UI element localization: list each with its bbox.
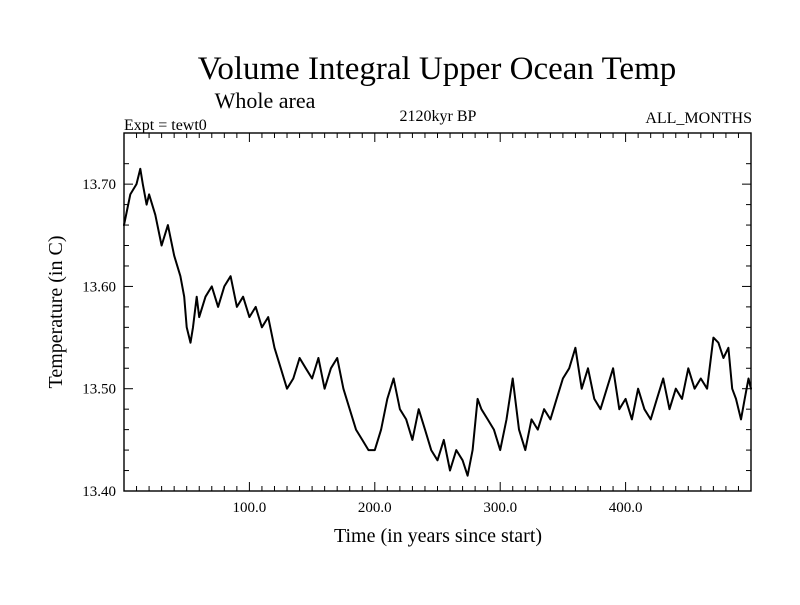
x-tick-label: 100.0	[233, 500, 267, 516]
months-label: ALL_MONTHS	[645, 110, 752, 127]
chart-title: Volume Integral Upper Ocean Temp	[198, 51, 676, 87]
y-tick-label: 13.60	[82, 279, 116, 295]
x-tick-label: 300.0	[483, 500, 517, 516]
x-tick-label: 400.0	[609, 500, 643, 516]
experiment-label: Expt = tewt0	[124, 117, 207, 134]
temperature-series-line	[123, 167, 752, 477]
y-tick-label: 13.50	[82, 382, 116, 398]
y-axis-label: Temperature (in C)	[45, 236, 67, 389]
y-tick-label: 13.40	[82, 484, 116, 500]
x-tick-label: 200.0	[358, 500, 392, 516]
chart-subtitle: Whole area	[215, 88, 316, 113]
x-axis-label: Time (in years since start)	[334, 525, 542, 547]
axes-layer: 100.0 200.0 300.0 400.0 13.40 13.50 13.60 13.70	[82, 133, 751, 516]
y-tick-label: 13.70	[82, 177, 116, 193]
period-label: 2120kyr BP	[400, 108, 477, 125]
series-layer	[123, 167, 752, 477]
plot-frame	[123, 132, 752, 492]
